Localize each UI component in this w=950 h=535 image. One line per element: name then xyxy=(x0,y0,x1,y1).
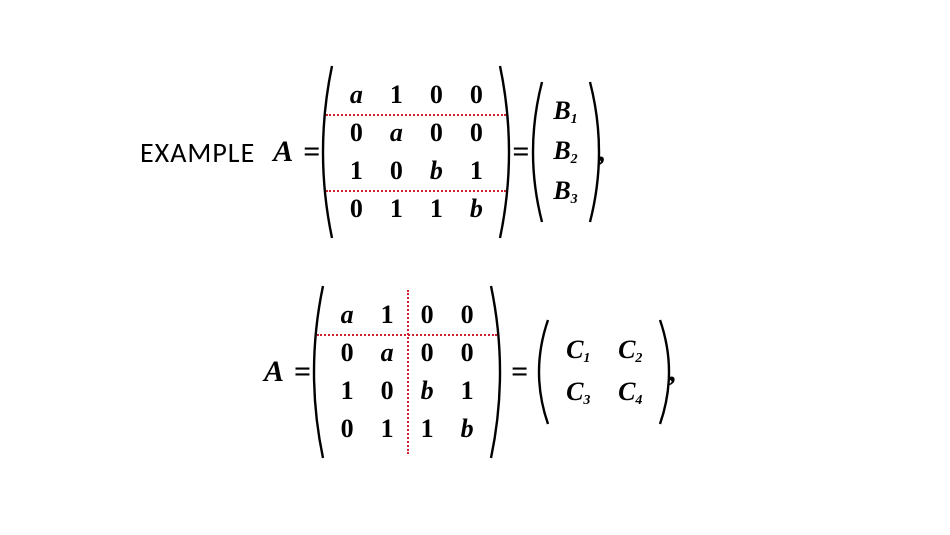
matrix-cell: 0 xyxy=(390,158,403,184)
block-label: C1 xyxy=(566,337,590,366)
matrix-cell: 0 xyxy=(461,340,474,366)
var-A-1: A xyxy=(273,135,293,169)
block-label: C2 xyxy=(618,337,642,366)
equals-2b: = xyxy=(511,355,528,389)
matrix-2: a 1 0 0 0 a 0 0 1 0 b 1 0 1 1 b xyxy=(317,290,497,454)
matrix-1: a 1 0 0 0 a 0 0 1 0 b 1 0 1 1 b xyxy=(326,70,506,234)
block-label: B1 xyxy=(553,98,577,127)
matrix-cell: b xyxy=(421,378,434,404)
matrix-cell: b xyxy=(470,196,483,222)
matrix-cell: 0 xyxy=(341,416,354,442)
matrix-cell: 0 xyxy=(350,120,363,146)
matrix-cell: 1 xyxy=(430,196,443,222)
equals-1a: = xyxy=(303,135,320,169)
partition-vertical xyxy=(407,290,409,454)
equation-row-1: EXAMPLE A = a 1 0 0 0 a 0 0 1 0 b 1 0 1 1 b = B1 B2 B3 , xyxy=(140,70,605,234)
matrix-cell: 1 xyxy=(390,196,403,222)
matrix-cell: 0 xyxy=(350,196,363,222)
matrix-cell: 0 xyxy=(421,302,434,328)
matrix-cell: 1 xyxy=(350,158,363,184)
equals-1b: = xyxy=(512,135,529,169)
matrix-cell: a xyxy=(381,340,394,366)
matrix-cell: 0 xyxy=(461,302,474,328)
matrix-cell: a xyxy=(390,120,403,146)
matrix-cell: 0 xyxy=(470,120,483,146)
block-vector-B: B1 B2 B3 xyxy=(536,86,596,218)
comma-2: , xyxy=(668,355,676,389)
equation-row-2: A = a 1 0 0 0 a 0 0 1 0 b 1 0 1 1 b = C1 C2 C3 C4 , xyxy=(260,290,676,454)
block-label: C3 xyxy=(566,379,590,408)
matrix-cell: b xyxy=(430,158,443,184)
matrix-cell: 1 xyxy=(341,378,354,404)
var-A-2: A xyxy=(264,355,284,389)
matrix-cell: 1 xyxy=(461,378,474,404)
matrix-cell: a xyxy=(341,302,354,328)
matrix-cell: 0 xyxy=(430,120,443,146)
partition-horizontal xyxy=(326,114,506,116)
matrix-cell: 1 xyxy=(390,82,403,108)
matrix-cell: 0 xyxy=(421,340,434,366)
equals-2a: = xyxy=(294,355,311,389)
block-matrix-C: C1 C2 C3 C4 xyxy=(542,324,666,420)
comma-1: , xyxy=(598,135,606,169)
matrix-cell: 1 xyxy=(421,416,434,442)
matrix-cell: 1 xyxy=(470,158,483,184)
matrix-cell: 1 xyxy=(381,416,394,442)
matrix-cell: 1 xyxy=(381,302,394,328)
block-label: C4 xyxy=(618,379,642,408)
matrix-cell: 0 xyxy=(341,340,354,366)
matrix-cell: b xyxy=(461,416,474,442)
matrix-cell: 0 xyxy=(381,378,394,404)
partition-horizontal xyxy=(326,190,506,192)
matrix-cell: a xyxy=(350,82,363,108)
block-label: B3 xyxy=(553,178,577,207)
block-label: B2 xyxy=(553,138,577,167)
matrix-cell: 0 xyxy=(430,82,443,108)
matrix-cell: 0 xyxy=(470,82,483,108)
example-label: EXAMPLE xyxy=(140,135,255,170)
